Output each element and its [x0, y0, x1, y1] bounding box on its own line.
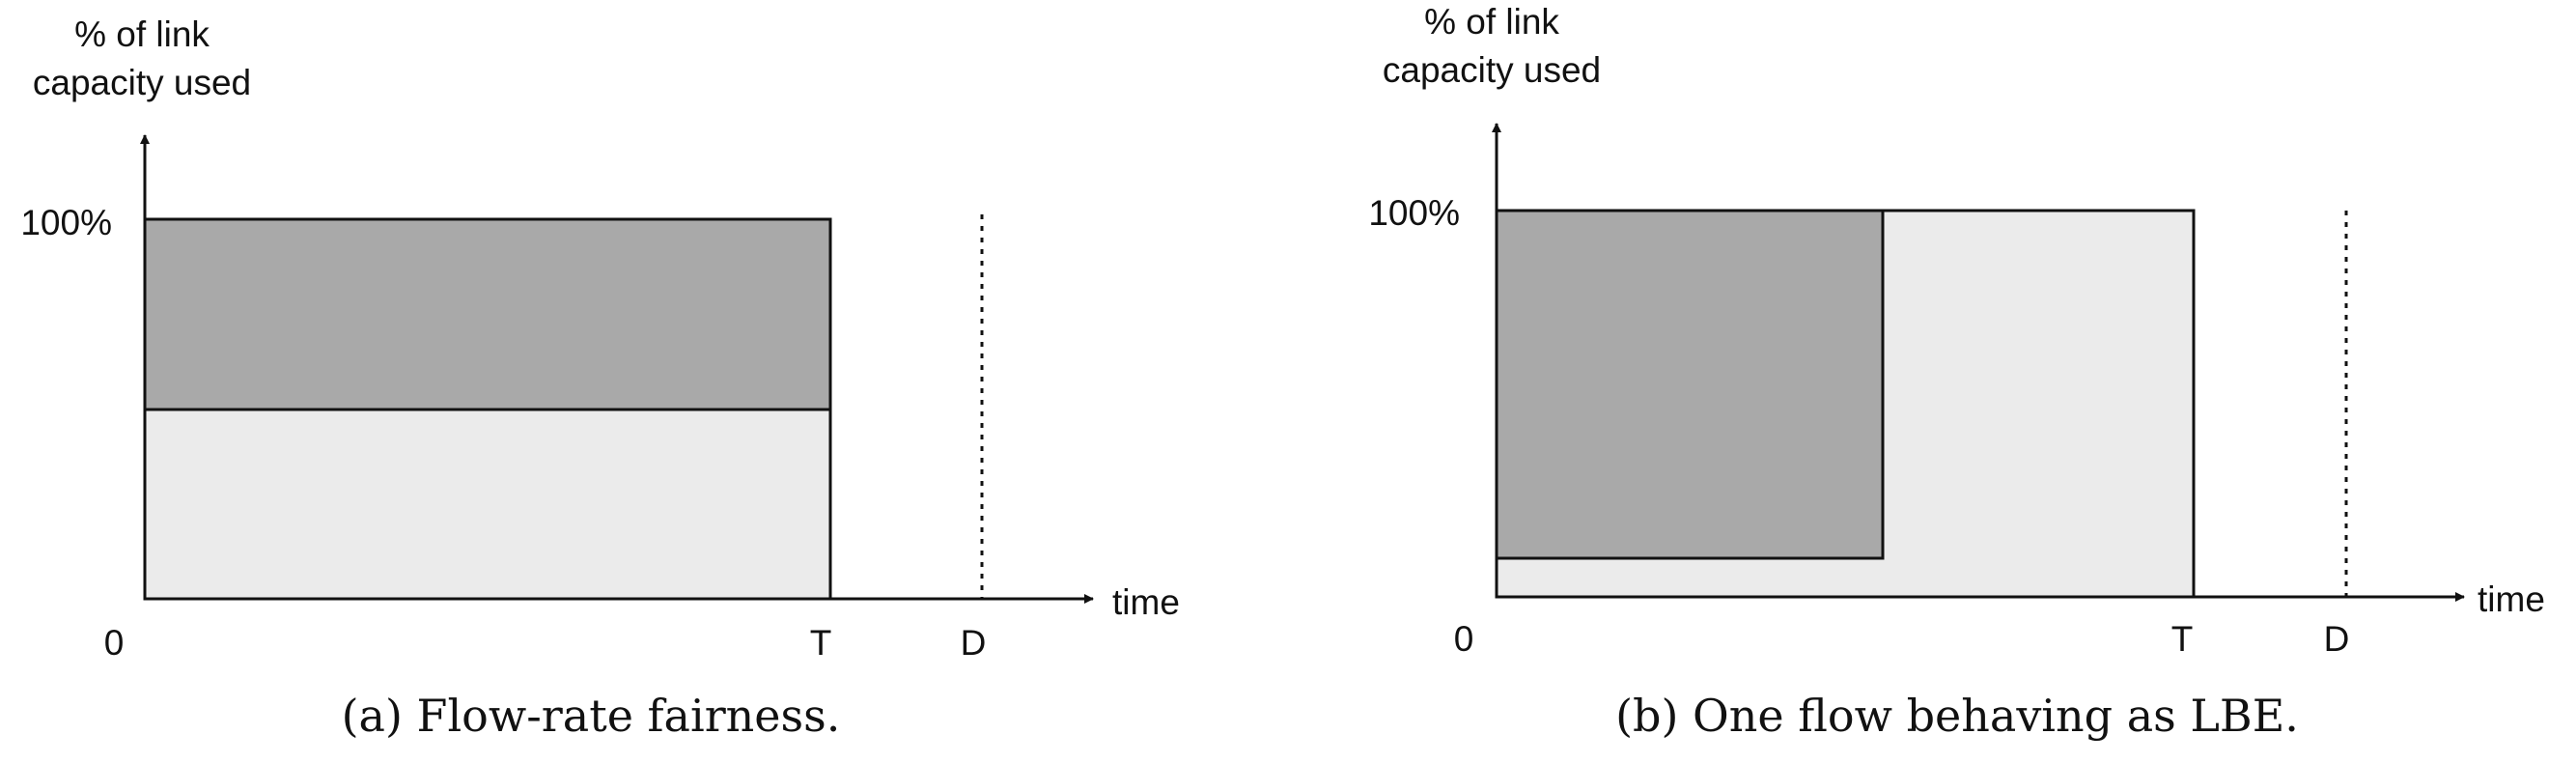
- panel-b-dark-flow-region: [1495, 209, 1885, 560]
- panel-a-light-flow-region: [143, 408, 832, 601]
- panel-b-ylabel-line1: % of link: [1424, 2, 1559, 42]
- panel-a-ylabel-line1: % of link: [74, 14, 210, 54]
- panel-b-x-label: time: [2478, 579, 2545, 619]
- panel-b-t-label: T: [2171, 619, 2194, 659]
- panel-a-caption: (a) Flow-rate fairness.: [342, 690, 841, 742]
- panel-a-ylabel-line2: capacity used: [33, 63, 251, 102]
- panel-a-dark-flow-region: [143, 217, 832, 411]
- panel-b-origin-label: 0: [1454, 619, 1474, 659]
- panel-b-y100-label: 100%: [1368, 193, 1460, 233]
- panel-a-x-label: time: [1112, 582, 1180, 622]
- panel-a-t-label: T: [810, 623, 832, 663]
- panel-b-d-label: D: [2324, 619, 2350, 659]
- panel-a-y100-label: 100%: [20, 203, 112, 242]
- panel-a-origin-label: 0: [104, 623, 125, 663]
- panel-b: % of link capacity used 100% 0 T D time …: [1368, 2, 2545, 742]
- panel-b-ylabel-line2: capacity used: [1383, 50, 1601, 90]
- panel-a-d-label: D: [961, 623, 987, 663]
- panel-b-caption: (b) One flow behaving as LBE.: [1615, 690, 2299, 742]
- panel-a: % of link capacity used 100% 0 T D time …: [20, 14, 1180, 742]
